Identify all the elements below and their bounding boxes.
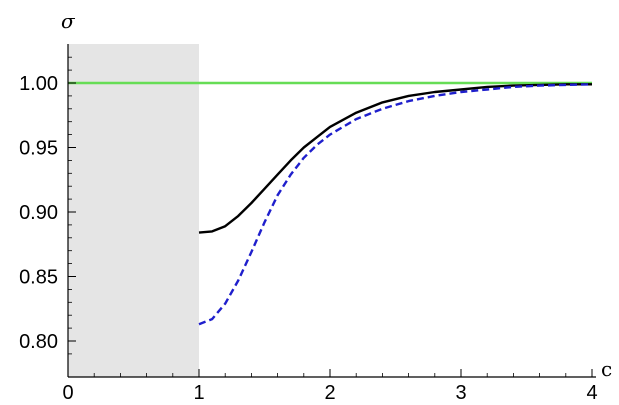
axes: 0 1 2 3 4 0.80 0.85 0.90 0.95 1.00 c σ	[19, 9, 612, 404]
shaded-region	[68, 44, 199, 377]
series-line-2	[198, 83, 593, 326]
x-tick-label: 4	[586, 382, 597, 404]
x-tick-label: 0	[62, 382, 73, 404]
y-tick-label: 0.90	[19, 202, 58, 224]
plot-area	[68, 44, 593, 377]
y-tick-label: 0.80	[19, 331, 58, 353]
y-tick-label: 0.95	[19, 138, 58, 160]
series-line-1	[198, 83, 592, 234]
x-tick-label: 1	[193, 382, 204, 404]
x-tick-label: 3	[455, 382, 466, 404]
y-tick-label: 0.85	[19, 267, 58, 289]
x-axis-label: c	[601, 357, 612, 381]
y-tick-label: 1.00	[19, 73, 58, 95]
y-axis-label: σ	[61, 9, 76, 33]
x-tick-label: 2	[324, 382, 335, 404]
